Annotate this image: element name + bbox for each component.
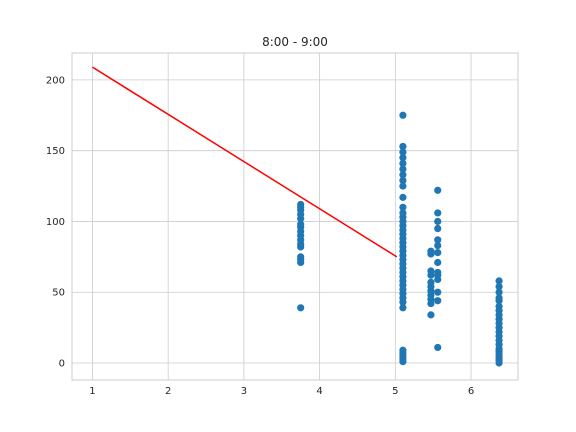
- scatter-point: [434, 217, 442, 226]
- scatter-point: [434, 343, 442, 352]
- scatter-point: [495, 282, 503, 291]
- scatter-point: [399, 304, 407, 312]
- scatter-point: [434, 288, 442, 296]
- scatter-point: [434, 248, 442, 257]
- x-tick-label: 4: [316, 386, 322, 397]
- x-tick-label: 1: [89, 386, 95, 397]
- y-tick-label: 50: [52, 288, 65, 299]
- scatter-point: [434, 297, 442, 305]
- x-tick-label: 6: [468, 386, 474, 397]
- scatter-point: [297, 200, 305, 209]
- scatter-point: [399, 111, 407, 119]
- scatter-point: [399, 148, 407, 156]
- scatter-point: [399, 182, 407, 190]
- scatter-point: [434, 258, 442, 267]
- scatter-point: [399, 171, 407, 179]
- scatter-point: [399, 193, 407, 201]
- scatter-point: [399, 176, 407, 185]
- scatter-point: [399, 203, 407, 211]
- grid: [72, 53, 518, 380]
- scatter-point: [297, 253, 305, 261]
- scatter-point: [434, 236, 442, 244]
- tick-labels: 1 2 3 4 5 6 0 50 100 150 200: [46, 75, 474, 397]
- scatter-point: [427, 278, 435, 286]
- scatter-point: [495, 288, 503, 296]
- scatter-point: [399, 165, 407, 173]
- scatter-point: [399, 142, 407, 151]
- scatter-point: [434, 209, 442, 217]
- fit-line: [92, 66, 398, 258]
- y-tick-label: 0: [59, 359, 65, 370]
- scatter-point: [297, 220, 305, 228]
- scatter-point: [434, 241, 442, 250]
- scatter-point: [427, 311, 435, 319]
- scatter-point: [399, 346, 407, 354]
- scatter-point: [399, 159, 407, 168]
- scatter-point: [399, 209, 407, 217]
- x-tick-label: 5: [392, 386, 398, 397]
- y-tick-label: 100: [46, 217, 65, 228]
- scatter-point: [495, 294, 503, 302]
- scatter-point: [434, 268, 442, 277]
- scatter-point: [399, 154, 407, 162]
- x-tick-label: 3: [241, 386, 247, 397]
- x-tick-label: 2: [165, 386, 171, 397]
- scatter-point: [434, 224, 442, 233]
- scatter-point: [495, 277, 503, 285]
- y-tick-label: 200: [46, 75, 65, 86]
- scatter-point: [495, 302, 503, 310]
- chart-title: 8:00 - 9:00: [262, 35, 328, 49]
- y-tick-label: 150: [46, 146, 65, 157]
- plot-data: [92, 66, 503, 367]
- scatter-point: [427, 267, 435, 275]
- scatter-point: [427, 247, 435, 255]
- plot-frame: [71, 52, 519, 381]
- scatter-point: [297, 304, 305, 312]
- scatter-point: [434, 186, 442, 194]
